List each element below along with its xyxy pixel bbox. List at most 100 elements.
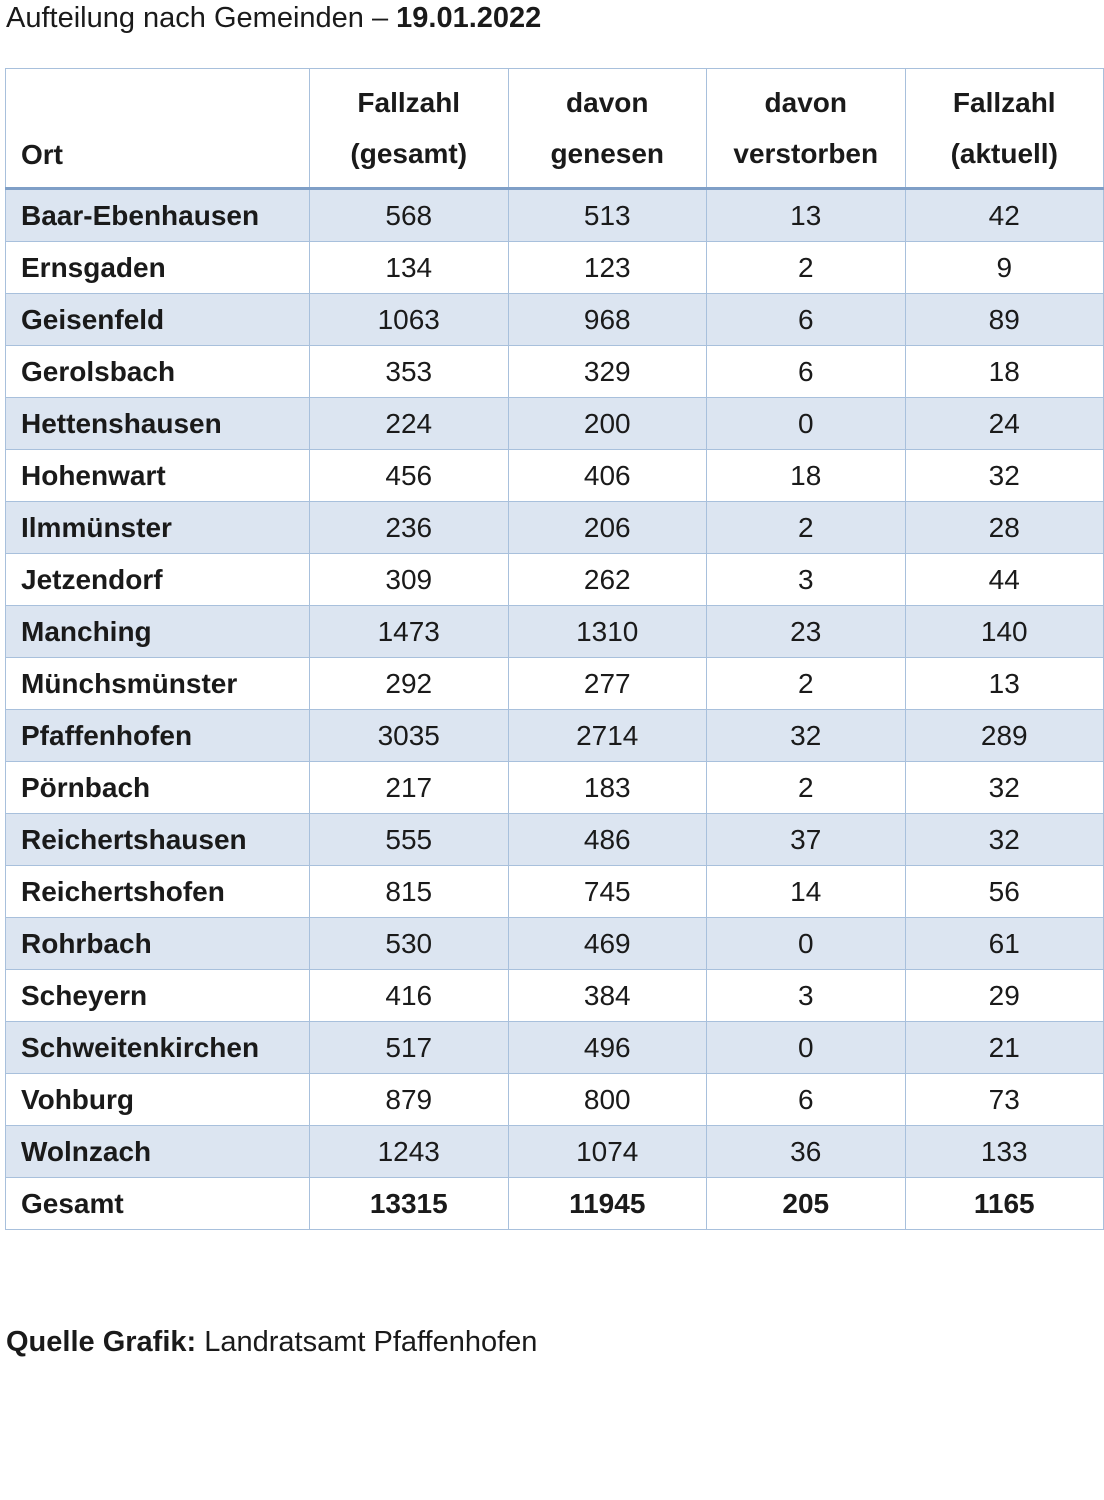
cell-verstorben: 0 <box>706 1021 906 1074</box>
cell-fallzahl-gesamt: 555 <box>309 813 509 866</box>
cell-genesen: 384 <box>507 969 707 1022</box>
cell-fallzahl-aktuell: 42 <box>904 188 1104 242</box>
cell-fallzahl-gesamt: 236 <box>309 501 509 554</box>
table-header: Ort Fallzahl (gesamt) davon genesen davon v… <box>5 68 1104 190</box>
table-row: Ernsgaden 134 123 2 9 <box>5 241 1104 294</box>
table-body: Baar-Ebenhausen 568 513 13 42 Ernsgaden 134 123… <box>5 188 1104 1230</box>
cell-ort: Hettenshausen <box>5 397 310 450</box>
table-row: Hohenwart 456 406 18 32 <box>5 449 1104 502</box>
cell-fallzahl-aktuell: 61 <box>904 917 1104 970</box>
cell-fallzahl-aktuell: 24 <box>904 397 1104 450</box>
cell-genesen: 406 <box>507 449 707 502</box>
cell-fallzahl-gesamt: 456 <box>309 449 509 502</box>
column-header-fallzahl-gesamt: Fallzahl (gesamt) <box>309 68 509 190</box>
cell-fallzahl-gesamt: 1063 <box>309 293 509 346</box>
table-row: Wolnzach 1243 1074 36 133 <box>5 1125 1104 1178</box>
cell-fallzahl-gesamt: 530 <box>309 917 509 970</box>
title-prefix: Aufteilung nach Gemeinden – <box>6 2 397 34</box>
cell-fallzahl-aktuell: 89 <box>904 293 1104 346</box>
cell-genesen: 2714 <box>507 709 707 762</box>
total-row: Gesamt 13315 11945 205 1165 <box>5 1177 1104 1230</box>
column-header-fallzahl-aktuell: Fallzahl (aktuell) <box>904 68 1104 190</box>
cell-fallzahl-gesamt: 1243 <box>309 1125 509 1178</box>
table-row: Geisenfeld 1063 968 6 89 <box>5 293 1104 346</box>
header-line: Fallzahl <box>357 87 461 118</box>
header-line: Fallzahl <box>952 87 1056 118</box>
cell-fallzahl-gesamt: 134 <box>309 241 509 294</box>
cell-ort: Hohenwart <box>5 449 310 502</box>
table-row: Pfaffenhofen 3035 2714 32 289 <box>5 709 1104 762</box>
cell-fallzahl-aktuell: 13 <box>904 657 1104 710</box>
cell-genesen: 206 <box>507 501 707 554</box>
cell-verstorben: 6 <box>706 1073 906 1126</box>
cell-fallzahl-gesamt: 879 <box>309 1073 509 1126</box>
table-row: Münchsmünster 292 277 2 13 <box>5 657 1104 710</box>
table-row: Jetzendorf 309 262 3 44 <box>5 553 1104 606</box>
table-row: Rohrbach 530 469 0 61 <box>5 917 1104 970</box>
cell-fallzahl-aktuell: 44 <box>904 553 1104 606</box>
cell-ort: Rohrbach <box>5 917 310 970</box>
cell-genesen: 496 <box>507 1021 707 1074</box>
table-row: Vohburg 879 800 6 73 <box>5 1073 1104 1126</box>
cell-fallzahl-gesamt: 353 <box>309 345 509 398</box>
cell-genesen: 200 <box>507 397 707 450</box>
cell-fallzahl-aktuell: 32 <box>904 761 1104 814</box>
source-label: Quelle Grafik: <box>6 1326 197 1358</box>
cell-ort: Vohburg <box>5 1073 310 1126</box>
cell-verstorben: 13 <box>706 188 906 242</box>
table-row: Hettenshausen 224 200 0 24 <box>5 397 1104 450</box>
cell-fallzahl-gesamt: 217 <box>309 761 509 814</box>
cell-verstorben: 36 <box>706 1125 906 1178</box>
cell-ort: Wolnzach <box>5 1125 310 1178</box>
cell-fallzahl-gesamt: 13315 <box>309 1177 509 1230</box>
table-row: Ilmmünster 236 206 2 28 <box>5 501 1104 554</box>
cell-fallzahl-aktuell: 140 <box>904 605 1104 658</box>
table-row: Reichertshofen 815 745 14 56 <box>5 865 1104 918</box>
cell-genesen: 262 <box>507 553 707 606</box>
cases-table: Ort Fallzahl (gesamt) davon genesen davon v… <box>5 68 1104 1230</box>
cell-genesen: 469 <box>507 917 707 970</box>
title-date: 19.01.2022 <box>396 2 542 34</box>
cell-ort: Baar-Ebenhausen <box>5 188 310 242</box>
cell-verstorben: 2 <box>706 501 906 554</box>
cell-fallzahl-aktuell: 32 <box>904 813 1104 866</box>
header-line: (gesamt) <box>350 138 468 169</box>
cell-verstorben: 3 <box>706 553 906 606</box>
cell-verstorben: 23 <box>706 605 906 658</box>
cell-verstorben: 2 <box>706 761 906 814</box>
cell-genesen: 968 <box>507 293 707 346</box>
table-row: Scheyern 416 384 3 29 <box>5 969 1104 1022</box>
cell-ort: Gerolsbach <box>5 345 310 398</box>
header-line: davon <box>566 87 649 118</box>
cell-genesen: 1310 <box>507 605 707 658</box>
cell-verstorben: 18 <box>706 449 906 502</box>
header-line: verstorben <box>733 138 879 169</box>
cell-verstorben: 2 <box>706 657 906 710</box>
column-header-ort: Ort <box>5 68 310 190</box>
header-row: Ort Fallzahl (gesamt) davon genesen davon v… <box>5 68 1104 190</box>
source-note: Quelle Grafik: Landratsamt Pfaffenhofen <box>6 1325 537 1359</box>
cell-genesen: 329 <box>507 345 707 398</box>
cell-genesen: 183 <box>507 761 707 814</box>
cell-ort: Pörnbach <box>5 761 310 814</box>
table-row: Baar-Ebenhausen 568 513 13 42 <box>5 188 1104 242</box>
cell-fallzahl-aktuell: 29 <box>904 969 1104 1022</box>
table-row: Manching 1473 1310 23 140 <box>5 605 1104 658</box>
cell-verstorben: 205 <box>706 1177 906 1230</box>
cell-fallzahl-aktuell: 21 <box>904 1021 1104 1074</box>
cell-fallzahl-aktuell: 73 <box>904 1073 1104 1126</box>
cell-fallzahl-gesamt: 416 <box>309 969 509 1022</box>
cell-ort: Ernsgaden <box>5 241 310 294</box>
cell-fallzahl-aktuell: 1165 <box>904 1177 1104 1230</box>
column-header-genesen: davon genesen <box>507 68 707 190</box>
cell-ort: Reichertshausen <box>5 813 310 866</box>
table-row: Reichertshausen 555 486 37 32 <box>5 813 1104 866</box>
cell-fallzahl-gesamt: 224 <box>309 397 509 450</box>
cell-verstorben: 3 <box>706 969 906 1022</box>
cell-genesen: 745 <box>507 865 707 918</box>
cell-genesen: 277 <box>507 657 707 710</box>
cell-fallzahl-aktuell: 289 <box>904 709 1104 762</box>
cell-ort: Gesamt <box>5 1177 310 1230</box>
table-row: Pörnbach 217 183 2 32 <box>5 761 1104 814</box>
cell-genesen: 513 <box>507 188 707 242</box>
